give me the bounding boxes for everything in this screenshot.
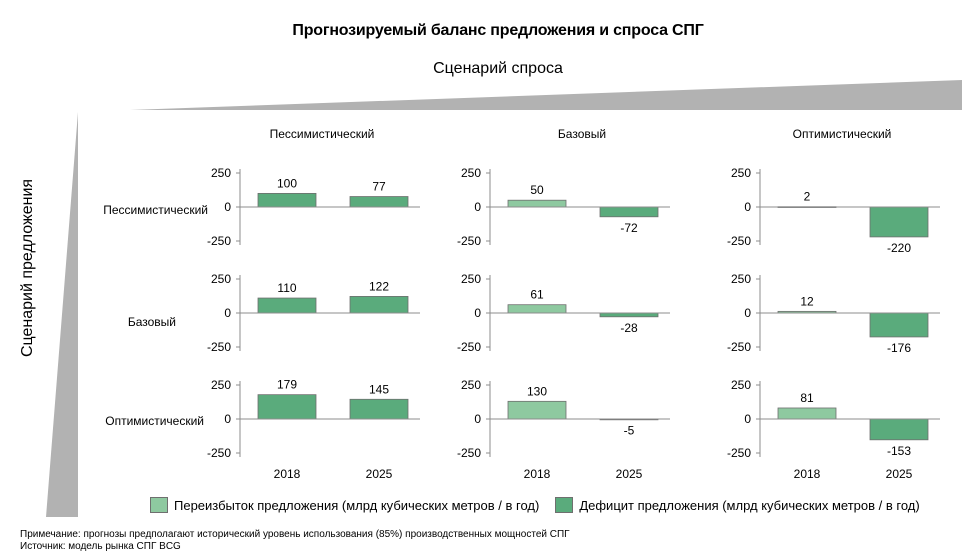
x-label-col1-2025: 2025	[616, 467, 643, 481]
panel-1-1-tick-label-pos: 250	[461, 272, 481, 286]
legend-surplus: Переизбыток предложения (млрд кубических…	[150, 497, 539, 513]
demand-col-pessimistic: Пессимистический	[269, 127, 375, 141]
panel-2-0-tick-label-pos: 250	[211, 378, 231, 392]
panel-1-0-tick-label-neg: -250	[207, 340, 231, 354]
panel-2-0-bar-2025	[349, 398, 409, 420]
panel-1-1-bar-label-2018: 61	[530, 288, 544, 302]
supply-row-pessimistic: Пессимистический	[103, 203, 208, 217]
panel-0-1-tick-label-neg: -250	[457, 234, 481, 248]
panel-0-1-bar-label-2025: -72	[620, 221, 638, 235]
legend: Переизбыток предложения (млрд кубических…	[150, 497, 920, 513]
legend-surplus-label: Переизбыток предложения (млрд кубических…	[174, 497, 540, 513]
panel-1-2-tick-label-neg: -250	[727, 340, 751, 354]
panel-0-0-bar-2025	[349, 196, 409, 208]
demand-col-optimistic: Оптимистический	[792, 127, 892, 141]
panel-2-1-bar-2018	[507, 400, 567, 420]
panel-2-2-bar-2018	[777, 407, 837, 420]
panel-1-1-tick-label-zero: 0	[474, 306, 481, 320]
panel-1-2-bar-label-2025: -176	[887, 341, 911, 355]
legend-deficit-label: Дефицит предложения (млрд кубических мет…	[579, 497, 920, 513]
panel-0-0-bar-label-2018: 100	[277, 176, 297, 190]
x-label-col0-2025: 2025	[366, 467, 393, 481]
panel-2-2-tick-label-zero: 0	[744, 412, 751, 426]
panel-2-2-bar-2025	[869, 418, 929, 441]
demand-axis-title: Сценарий спроса	[433, 60, 563, 77]
panel-2-1-tick-label-zero: 0	[474, 412, 481, 426]
panel-1-0-tick-label-zero: 0	[224, 306, 231, 320]
legend-deficit: Дефицит предложения (млрд кубических мет…	[555, 497, 920, 513]
panel-1-1-bar-2025	[599, 312, 659, 318]
footnote: Примечание: прогнозы предполагают истори…	[20, 529, 570, 540]
panel-0-1-tick-label-pos: 250	[461, 166, 481, 180]
x-label-col1-2018: 2018	[524, 467, 551, 481]
panel-2-1-tick-label-pos: 250	[461, 378, 481, 392]
panel-1-0-bar-label-2025: 122	[369, 279, 389, 293]
panel-0-2-bar-2025	[869, 206, 929, 238]
panel-0-0-tick-label-neg: -250	[207, 234, 231, 248]
panel-2-2-bar-label-2018: 81	[800, 391, 814, 405]
panel-1-1-bar-2018	[507, 304, 567, 314]
panel-2-1-bar-label-2018: 130	[527, 384, 547, 398]
source-note: Источник: модель рынка СПГ BCG	[20, 541, 181, 552]
panel-1-0-bar-2025	[349, 296, 409, 314]
panel-1-1-tick-label-neg: -250	[457, 340, 481, 354]
legend-surplus-swatch	[150, 497, 168, 513]
panel-2-0-tick-label-neg: -250	[207, 446, 231, 460]
demand-col-base: Базовый	[557, 127, 607, 141]
panel-0-1-bar-2025	[599, 206, 659, 218]
panel-0-0-bar-2018	[257, 192, 317, 208]
panel-2-0-bar-2018	[257, 394, 317, 420]
panel-2-0-bar-label-2018: 179	[277, 378, 297, 392]
panel-2-0-tick-label-zero: 0	[224, 412, 231, 426]
x-label-col0-2018: 2018	[274, 467, 301, 481]
panel-0-2-tick-label-pos: 250	[731, 166, 751, 180]
legend-deficit-swatch	[555, 497, 574, 513]
panel-0-1-tick-label-zero: 0	[474, 200, 481, 214]
panel-2-2-bar-label-2025: -153	[887, 444, 911, 458]
supply-row-optimistic: Оптимистический	[105, 414, 204, 428]
x-label-col2-2018: 2018	[794, 467, 821, 481]
panel-0-1-bar-label-2018: 50	[530, 183, 544, 197]
panel-1-2-tick-label-zero: 0	[744, 306, 751, 320]
panel-1-0-bar-2018	[257, 297, 317, 314]
panel-0-2-bar-label-2025: -220	[887, 241, 911, 255]
panel-1-0-tick-label-pos: 250	[211, 272, 231, 286]
panel-0-2-tick-label-zero: 0	[744, 200, 751, 214]
panel-1-2-bar-label-2018: 12	[800, 294, 814, 308]
supply-wedge	[46, 112, 78, 517]
demand-wedge	[130, 80, 962, 110]
panel-2-2-tick-label-pos: 250	[731, 378, 751, 392]
panel-2-2-tick-label-neg: -250	[727, 446, 751, 460]
x-label-col2-2025: 2025	[886, 467, 913, 481]
panel-2-1-bar-label-2025: -5	[624, 424, 635, 438]
supply-row-base: Базовый	[127, 315, 176, 329]
panel-1-2-tick-label-pos: 250	[731, 272, 751, 286]
panel-0-0-tick-label-zero: 0	[224, 200, 231, 214]
panel-1-2-bar-2025	[869, 312, 929, 338]
panel-2-0-bar-label-2025: 145	[369, 382, 389, 396]
panel-0-2-tick-label-neg: -250	[727, 234, 751, 248]
panel-0-0-bar-label-2025: 77	[372, 180, 386, 194]
panel-0-2-bar-label-2018: 2	[804, 190, 811, 204]
panel-1-1-bar-label-2025: -28	[620, 321, 638, 335]
chart-title: Прогнозируемый баланс предложения и спро…	[292, 22, 704, 39]
panel-0-0-tick-label-pos: 250	[211, 166, 231, 180]
panel-2-1-tick-label-neg: -250	[457, 446, 481, 460]
panel-0-1-bar-2018	[507, 199, 567, 208]
panel-1-0-bar-label-2018: 110	[277, 281, 296, 295]
